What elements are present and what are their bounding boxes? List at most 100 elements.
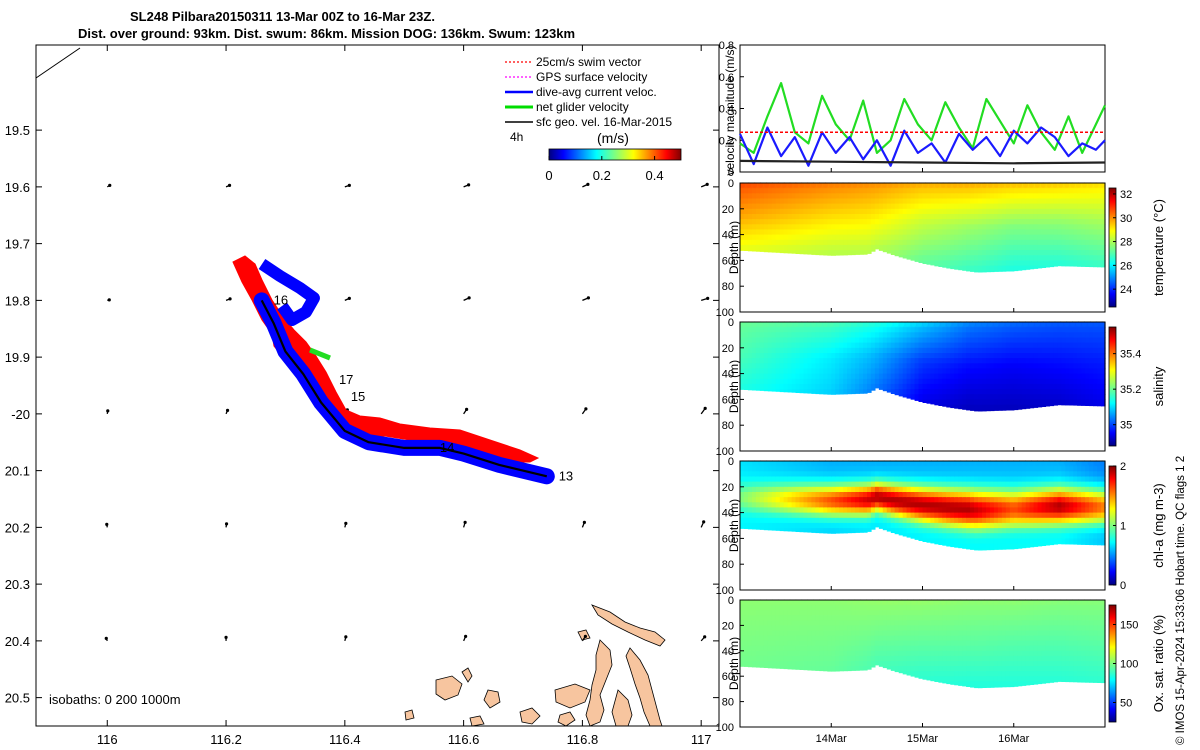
section-cell xyxy=(795,234,801,241)
section-cell xyxy=(867,461,872,467)
section-cell xyxy=(1081,368,1086,375)
section-cell xyxy=(1029,492,1035,498)
surface-sample-dot xyxy=(1099,321,1105,327)
section-cell xyxy=(811,244,816,251)
section-cell xyxy=(1037,224,1043,231)
section-cell xyxy=(867,193,872,200)
surface-sample-dot xyxy=(1034,321,1040,327)
section-cell xyxy=(859,517,864,524)
section-cell xyxy=(997,486,1003,493)
section-cell xyxy=(1009,538,1015,545)
section-cell xyxy=(799,234,805,241)
section-cell xyxy=(791,234,797,241)
section-cell xyxy=(867,347,872,354)
section-cell xyxy=(847,327,852,333)
section-cell xyxy=(747,476,753,483)
section-cell xyxy=(827,363,832,370)
section-cell xyxy=(1093,265,1098,268)
section-cell xyxy=(1089,347,1094,354)
section-cell xyxy=(870,522,876,529)
section-cell xyxy=(986,492,991,498)
section-cell xyxy=(989,502,995,509)
section-cell xyxy=(1001,543,1007,550)
section-cell xyxy=(851,219,856,225)
section-cell xyxy=(847,208,852,215)
section-cell xyxy=(898,229,904,236)
section-cell xyxy=(993,193,999,200)
section-cell xyxy=(1033,327,1039,333)
section-cell xyxy=(1041,378,1047,385)
section-cell xyxy=(958,517,963,524)
section-cell xyxy=(1053,337,1058,344)
section-cell xyxy=(1041,214,1047,220)
section-cell xyxy=(958,497,963,503)
section-cell xyxy=(819,229,824,236)
section-cell xyxy=(1033,543,1039,547)
section-cell xyxy=(767,502,773,509)
section-cell xyxy=(755,497,761,503)
section-cell xyxy=(1017,383,1023,390)
section-cell xyxy=(906,198,912,205)
surface-sample-dot xyxy=(1093,321,1099,327)
section-cell xyxy=(807,188,812,194)
surface-sample-dot xyxy=(1064,460,1070,466)
section-cell xyxy=(759,234,765,241)
section-cell xyxy=(898,502,904,509)
section-cell xyxy=(1001,548,1007,550)
section-cell xyxy=(744,373,749,380)
section-cell xyxy=(910,255,916,261)
section-cell xyxy=(1089,265,1094,268)
section-cell xyxy=(954,492,959,498)
section-cell xyxy=(767,610,773,616)
surface-sample-dot xyxy=(940,460,946,466)
section-cell xyxy=(775,214,781,220)
section-cell xyxy=(993,239,999,246)
section-cell xyxy=(1093,198,1098,205)
section-cell xyxy=(962,342,967,349)
section-cell xyxy=(1045,528,1051,534)
section-cell xyxy=(974,543,979,550)
section-cell xyxy=(755,224,761,231)
section-cell xyxy=(906,389,912,395)
section-cell xyxy=(918,244,924,251)
geo-vector-head xyxy=(703,406,707,410)
section-cell xyxy=(859,373,864,380)
section-cell xyxy=(1073,476,1078,483)
section-cell xyxy=(795,512,801,519)
section-cell xyxy=(755,502,761,509)
section-cell xyxy=(898,394,904,397)
section-cell xyxy=(970,214,975,220)
section-cell xyxy=(815,368,820,375)
section-cell xyxy=(751,507,757,514)
section-cell xyxy=(815,476,820,483)
section-cell xyxy=(890,214,896,220)
section-cell xyxy=(1077,332,1082,339)
section-cell xyxy=(1009,239,1015,246)
legend-label-sfc: sfc geo. vel. 16-Mar-2015 xyxy=(536,115,672,129)
section-cell xyxy=(1057,214,1062,220)
section-cell xyxy=(938,517,943,524)
section-cell xyxy=(1005,476,1011,483)
section-cell xyxy=(827,234,832,241)
section-cell xyxy=(1041,471,1047,478)
section-cell xyxy=(803,244,809,251)
section-cell xyxy=(1045,214,1051,220)
section-cell xyxy=(950,497,955,503)
section-cell xyxy=(1025,183,1031,189)
section-cell xyxy=(902,466,908,472)
section-cell xyxy=(771,368,777,375)
section-cell xyxy=(966,512,971,519)
section-cell xyxy=(870,208,876,215)
section-cell xyxy=(807,383,812,390)
section-cell xyxy=(874,502,880,509)
section-cell xyxy=(1001,229,1007,236)
section-cell xyxy=(958,229,963,236)
section-cell xyxy=(1037,399,1043,406)
section-cell xyxy=(779,214,785,220)
section-cell xyxy=(787,378,793,385)
section-cell xyxy=(783,347,789,354)
section-ytick-label: 0 xyxy=(728,456,734,468)
section-cell xyxy=(744,630,749,637)
section-cell xyxy=(870,476,876,483)
section-cell xyxy=(1069,239,1074,246)
